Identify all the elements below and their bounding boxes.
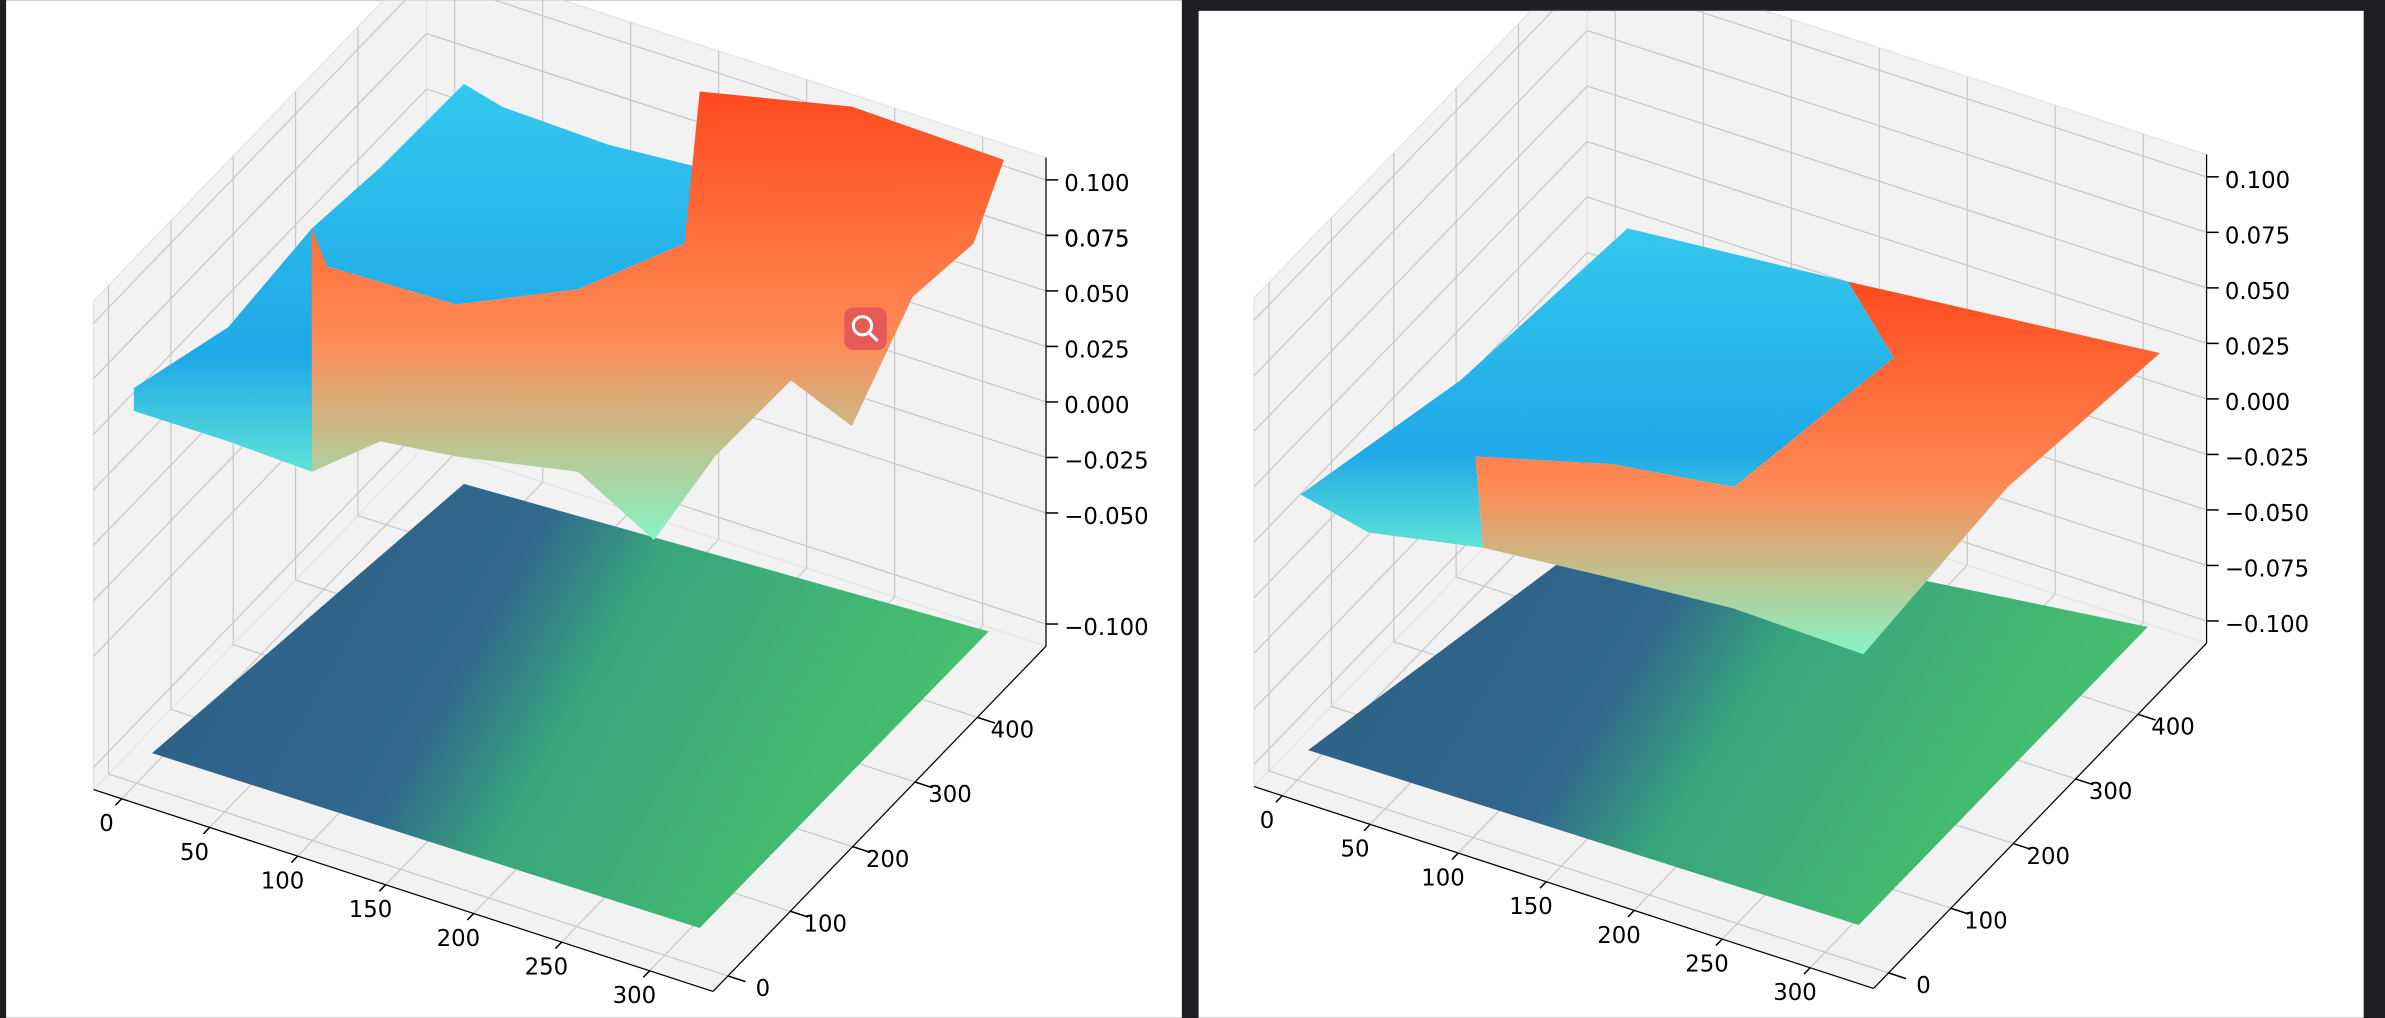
grid-line — [1586, 85, 2207, 289]
y-tick — [790, 910, 809, 918]
y-axis-line — [1873, 642, 2208, 989]
surface-cool — [133, 83, 700, 472]
y-tick-label: 400 — [2151, 714, 2195, 740]
z-tick-label: 0.025 — [1064, 337, 1129, 363]
zoom-icon — [851, 315, 874, 337]
y-tick-label: 100 — [1964, 908, 2008, 934]
z-tick-label: −0.075 — [2225, 557, 2309, 583]
grid-line — [108, 773, 729, 977]
x-tick-label: 100 — [1421, 865, 1465, 891]
zoom-button[interactable] — [844, 307, 887, 351]
z-tick-label: 0.050 — [2225, 279, 2290, 305]
x-tick — [1451, 852, 1459, 861]
x-tick — [642, 970, 651, 978]
z-tick-label: 0.100 — [1064, 171, 1129, 197]
z-tick-label: 0.000 — [2225, 390, 2290, 416]
x-tick-label: 100 — [261, 868, 305, 894]
y-tick — [1888, 972, 1907, 980]
z-tick-label: −0.050 — [1064, 504, 1148, 530]
x-tick — [202, 826, 211, 835]
x-tick-label: 0 — [1260, 808, 1275, 834]
z-tick-label: 0.075 — [1064, 226, 1129, 252]
y-tick — [2075, 778, 2094, 786]
y-tick — [727, 975, 746, 983]
x-tick — [1539, 881, 1547, 889]
x-tick — [466, 912, 475, 921]
x-tick-label: 50 — [180, 840, 209, 866]
surface-cool — [1300, 228, 1894, 548]
y-tick — [977, 716, 996, 724]
x-axis-line — [1253, 785, 1874, 989]
y-tick — [2013, 842, 2032, 851]
z-tick-label: 0.050 — [1064, 282, 1129, 308]
z-tick-label: −0.025 — [2225, 445, 2309, 471]
x-tick — [114, 798, 123, 806]
grid-line — [1253, 196, 1588, 543]
z-tick-label: −0.025 — [1064, 449, 1148, 475]
grid-line — [93, 421, 427, 768]
y-tick-label: 400 — [991, 718, 1035, 744]
x-tick-label: 300 — [1773, 980, 1817, 1006]
y-tick — [914, 781, 933, 789]
surface-warm — [1475, 281, 2160, 655]
grid-line — [93, 33, 427, 380]
x-tick — [1363, 823, 1371, 832]
grid-line — [1268, 770, 1889, 974]
x-tick — [554, 941, 563, 950]
zoom-icon-handle — [867, 330, 879, 342]
grid-line — [1586, 29, 2207, 233]
x-tick-label: 250 — [1685, 951, 1729, 977]
y-tick-label: 200 — [2026, 844, 2070, 870]
contour-floor — [1308, 517, 2148, 926]
x-tick — [378, 884, 387, 892]
axes-labels: 0 50 100 150 200 250 300 0 100 200 300 400 −0.100 −0.… — [1253, 154, 2309, 1006]
grid-line — [1586, 140, 2207, 344]
y-tick-label: 300 — [2089, 779, 2133, 805]
x-tick — [290, 855, 299, 864]
x-tick — [1627, 909, 1635, 918]
z-tick-label: 0.075 — [2225, 223, 2290, 249]
x-tick — [1803, 967, 1811, 975]
z-tick-label: 0.100 — [2225, 168, 2290, 194]
y-tick-label: 100 — [804, 911, 848, 937]
grid-line — [1695, 10, 2207, 178]
x-tick-label: 150 — [1509, 894, 1553, 920]
z-tick-label: −0.100 — [1064, 615, 1148, 641]
z-tick-label: 0.025 — [2225, 334, 2290, 360]
x-tick-label: 50 — [1341, 837, 1370, 863]
plot-right: 0 50 100 150 200 250 300 0 100 200 300 400 −0.100 −0.… — [1252, 10, 2309, 1006]
x-tick-label: 150 — [349, 897, 393, 923]
z-tick-label: 0.075 — [1064, 226, 1129, 252]
x-tick-label: 0 — [99, 811, 114, 837]
z-tick-label: −0.050 — [2225, 501, 2309, 527]
grid-line — [93, 88, 427, 435]
x-tick — [1275, 795, 1283, 803]
grid-line — [1253, 141, 1588, 488]
y-axis-line — [712, 645, 1047, 992]
y-tick-label: 0 — [756, 976, 771, 1002]
y-tick — [2137, 713, 2156, 721]
x-tick-label: 200 — [437, 926, 481, 952]
y-tick-label: 300 — [928, 782, 972, 808]
contour-floor — [152, 483, 989, 929]
axes-labels: 0 50 100 150 200 250 300 0 100 200 300 400 −0.100 0.0… — [93, 157, 1149, 1009]
surface-warm — [311, 91, 1004, 541]
plot-left: 0 50 100 150 200 250 300 0 100 200 300 400 −0.100 0.0… — [92, 0, 1149, 1009]
x-tick-label: 200 — [1597, 923, 1641, 949]
z-tick-label: −0.100 — [2225, 612, 2309, 638]
x-tick-label: 300 — [613, 983, 657, 1009]
x-tick — [1715, 938, 1723, 947]
grid-line — [1253, 30, 1588, 377]
y-tick — [852, 845, 871, 854]
y-tick-label: 200 — [866, 847, 910, 873]
x-axis-line — [93, 789, 714, 993]
grid-line — [93, 0, 406, 324]
grid-line — [1253, 85, 1588, 432]
y-tick — [1950, 907, 1969, 915]
y-tick-label: 0 — [1916, 973, 1931, 999]
x-tick-label: 250 — [525, 954, 569, 980]
z-tick-label: 0.000 — [1064, 393, 1129, 419]
grid-line — [1253, 10, 1554, 321]
